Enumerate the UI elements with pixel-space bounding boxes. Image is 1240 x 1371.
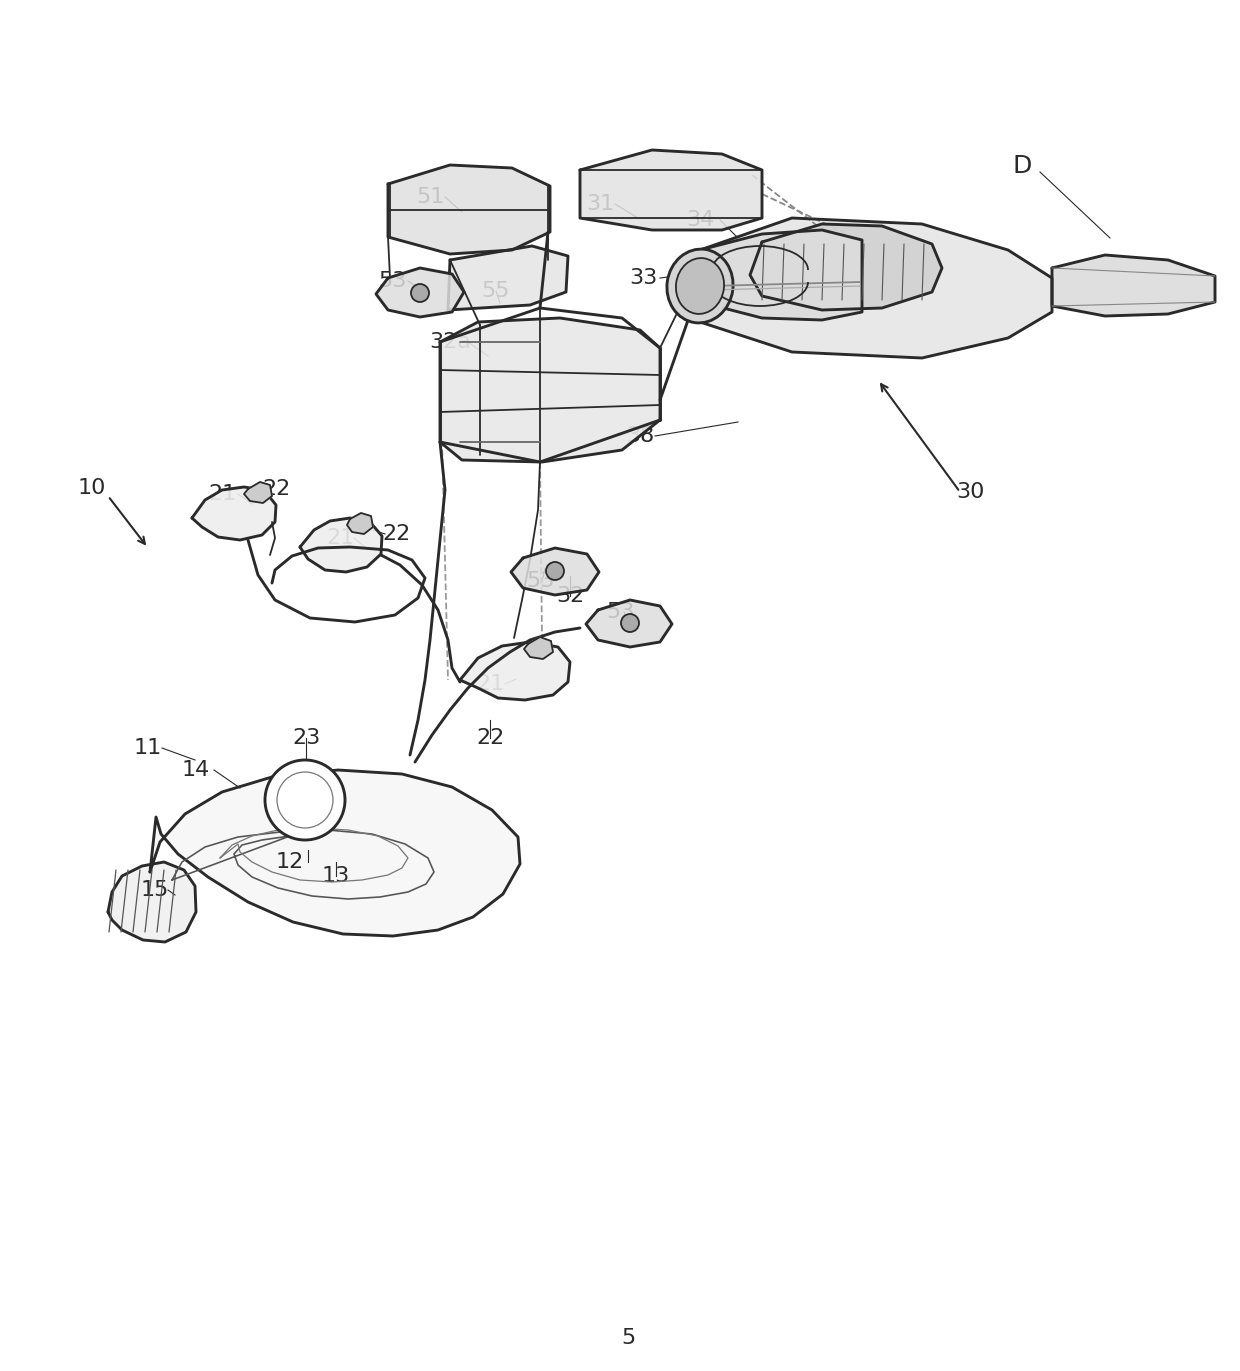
Polygon shape <box>440 318 660 462</box>
Text: 13: 13 <box>322 866 350 886</box>
Text: 31: 31 <box>585 195 614 214</box>
Text: 22: 22 <box>262 478 290 499</box>
Text: 10: 10 <box>78 478 107 498</box>
Text: 22: 22 <box>382 524 410 544</box>
Text: 38: 38 <box>626 426 655 446</box>
Text: 23: 23 <box>291 728 320 749</box>
Circle shape <box>546 562 564 580</box>
Text: 14: 14 <box>182 760 210 780</box>
Text: 51: 51 <box>415 186 444 207</box>
Polygon shape <box>460 642 570 701</box>
Text: 11: 11 <box>134 738 162 758</box>
Text: 33: 33 <box>629 267 657 288</box>
Polygon shape <box>580 149 763 230</box>
Circle shape <box>621 614 639 632</box>
Text: 32: 32 <box>556 585 584 606</box>
Polygon shape <box>448 245 568 310</box>
Polygon shape <box>750 223 942 310</box>
Polygon shape <box>376 267 464 317</box>
Text: 53: 53 <box>526 570 554 591</box>
Text: 21: 21 <box>326 528 355 548</box>
Polygon shape <box>150 771 520 936</box>
Circle shape <box>265 760 345 840</box>
Text: 55: 55 <box>482 281 510 302</box>
Polygon shape <box>511 548 599 595</box>
Polygon shape <box>388 165 551 254</box>
Polygon shape <box>701 218 1052 358</box>
Polygon shape <box>1052 255 1215 315</box>
Text: 30: 30 <box>956 483 985 502</box>
Text: 22: 22 <box>476 728 505 749</box>
Polygon shape <box>192 487 277 540</box>
Text: 53: 53 <box>606 602 634 622</box>
Text: 21: 21 <box>476 675 505 694</box>
Polygon shape <box>587 600 672 647</box>
Polygon shape <box>525 638 553 659</box>
Text: 12: 12 <box>275 851 304 872</box>
Polygon shape <box>300 518 382 572</box>
Text: 34: 34 <box>686 210 714 230</box>
Polygon shape <box>701 230 862 319</box>
Text: D: D <box>1012 154 1032 178</box>
Text: 53: 53 <box>378 271 407 291</box>
Ellipse shape <box>676 258 724 314</box>
Polygon shape <box>244 483 272 503</box>
Circle shape <box>410 284 429 302</box>
Polygon shape <box>108 862 196 942</box>
Text: 21: 21 <box>208 484 237 505</box>
Text: 15: 15 <box>141 880 169 899</box>
Text: 32a: 32a <box>429 332 471 352</box>
Text: 5: 5 <box>621 1328 635 1348</box>
Ellipse shape <box>667 250 733 324</box>
Polygon shape <box>347 513 373 533</box>
